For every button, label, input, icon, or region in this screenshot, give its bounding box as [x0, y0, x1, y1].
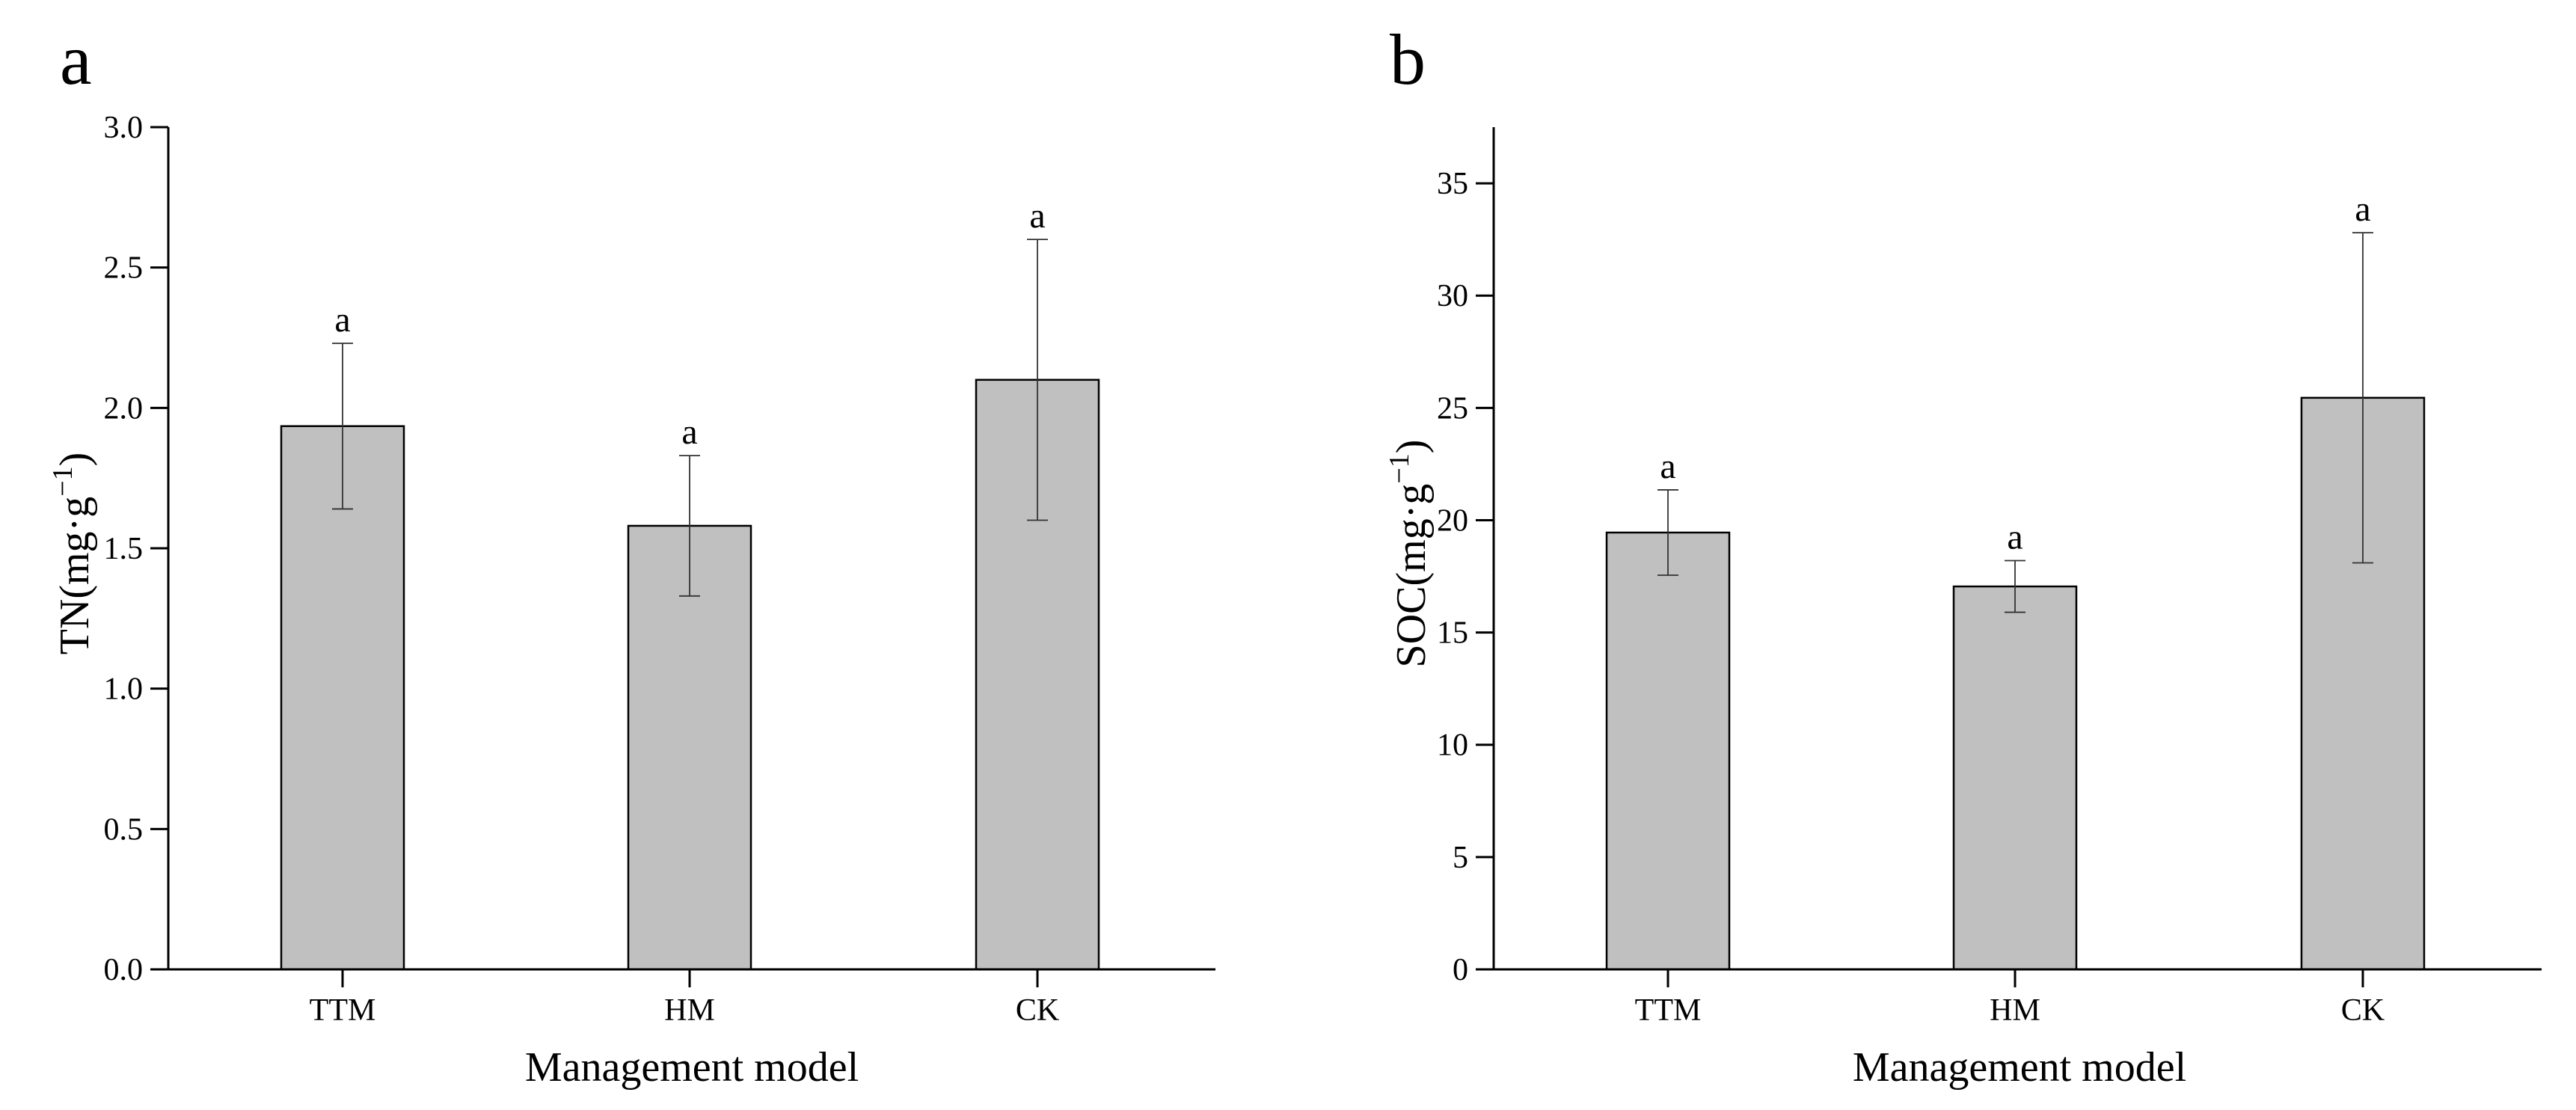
- panel-a-bar-ttm: [280, 425, 405, 971]
- panel-a-x-tick-label-ck: CK: [1016, 993, 1059, 1028]
- panel-b-significance-ttm: a: [1660, 447, 1675, 486]
- panel-a-significance-hm: a: [681, 412, 697, 452]
- panel-a-label: a: [60, 19, 92, 99]
- panel-b-y-tick-label: 35: [1437, 167, 1468, 201]
- panel-a-y-tick-label: 2.0: [104, 391, 144, 426]
- panel-a-y-tick-label: 1.0: [104, 672, 144, 707]
- panel-a: a TN(mg·g−1) Management model a a a 0.0 0.5 1…: [47, 19, 1215, 1091]
- panel-a-y-tick-label: 1.5: [104, 532, 144, 566]
- panel-a-significance-ck: a: [1029, 196, 1045, 236]
- panel-b-error-bar-ck: [2352, 232, 2373, 564]
- panel-b-bar-ttm: [1605, 531, 1731, 971]
- panel-a-y-tick-label: 0.0: [104, 953, 144, 987]
- panel-a-x-tick-label-ttm: TTM: [310, 993, 376, 1028]
- panel-b-y-tick-label: 15: [1437, 616, 1468, 651]
- panel-b-y-tick-label: 0: [1453, 953, 1468, 987]
- panel-a-y-tick-label: 0.5: [104, 812, 144, 847]
- panel-b-y-tick-label: 25: [1437, 391, 1468, 426]
- panel-b-label: b: [1390, 19, 1426, 99]
- panel-a-error-bar-ck: [1027, 239, 1048, 521]
- panel-a-error-bar-hm: [679, 455, 700, 597]
- panel-a-y-tick-label: 3.0: [104, 111, 144, 145]
- panel-a-error-bar-ttm: [332, 343, 353, 510]
- panel-a-x-axis-title: Management model: [525, 1044, 859, 1091]
- panel-b-error-bar-ttm: [1657, 489, 1678, 576]
- panel-b-plot-area: a a a 0 5 10 15 20 25 30 35 TTM HM CK: [1437, 127, 2542, 1028]
- panel-b-significance-ck: a: [2355, 189, 2370, 229]
- panel-b-bar-hm: [1952, 585, 2078, 971]
- panel-a-bar-hm: [627, 524, 752, 971]
- panel-b-x-tick-label-ck: CK: [2341, 993, 2385, 1028]
- panel-b-y-tick-label: 30: [1437, 279, 1468, 313]
- panel-b-x-tick-label-hm: HM: [1990, 993, 2040, 1028]
- panel-b-significance-hm: a: [2007, 518, 2023, 557]
- panel-a-plot-area: a a a 0.0 0.5 1.0 1.5 2.0 2.5 3.0 TTM HM CK: [104, 111, 1215, 1028]
- panel-a-x-tick-label-hm: HM: [664, 993, 715, 1028]
- panel-b-x-axis-title: Management model: [1853, 1044, 2186, 1091]
- panel-b: b SOC(mg·g−1) Management model a a a 0 5 10 15…: [1384, 19, 2542, 1091]
- panel-a-y-axis-title: TN(mg·g−1): [47, 453, 98, 655]
- panel-b-y-axis-title: SOC(mg·g−1): [1384, 440, 1435, 668]
- panel-a-y-tick-label: 2.5: [104, 251, 144, 286]
- panel-b-x-tick-label-ttm: TTM: [1635, 993, 1702, 1028]
- panel-b-y-tick-label: 20: [1437, 503, 1468, 538]
- panel-b-error-bar-hm: [2005, 559, 2025, 613]
- panel-b-y-tick-label: 5: [1453, 841, 1468, 875]
- panel-a-significance-ttm: a: [334, 300, 350, 340]
- panel-b-y-tick-label: 10: [1437, 729, 1468, 763]
